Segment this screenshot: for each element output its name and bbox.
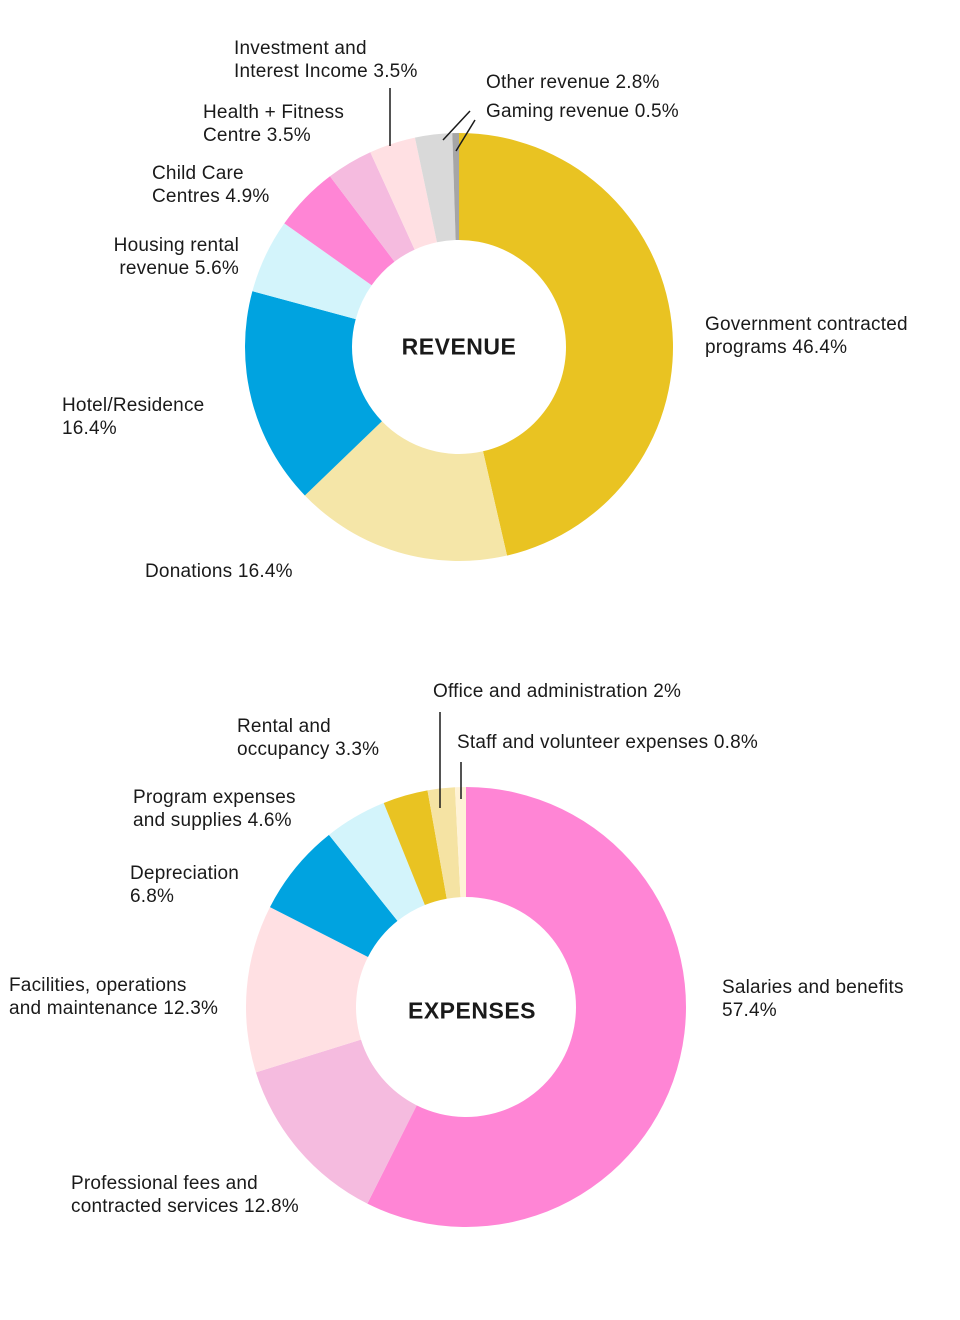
donut-slice-investment-and-interest-income [370,137,437,250]
slice-label: Office and administration 2% [433,681,682,702]
slice-label: Government contracted programs 46.4% [705,314,908,358]
slice-label: Other revenue 2.8% [486,72,660,93]
leader-line [442,110,471,141]
slice-label: Gaming revenue 0.5% [486,101,679,122]
donut-slice-salaries-and-benefits [367,787,686,1227]
donut-slice-donations [304,421,507,561]
donut-slice-health-fitness-centre [329,152,415,262]
donut-slice-other-revenue [414,133,456,243]
donut-slice-housing-rental-revenue [252,223,372,320]
slice-label: Program expenses and supplies 4.6% [133,787,296,831]
slice-label: Rental and occupancy 3.3% [237,716,380,760]
donut-slice-staff-and-volunteer-expenses [454,787,466,898]
slice-label: Depreciation 6.8% [130,863,240,907]
donut-slice-office-and-administration [427,787,461,899]
donut-slice-child-care-centres [284,176,395,286]
donut-slice-hotel-residence [244,291,382,496]
donut-slice-professional-fees-and-contracted-services [255,1039,417,1204]
donut-slice-program-expenses-and-supplies [328,802,425,921]
slice-label: Child Care Centres 4.9% [152,163,270,207]
donut-slice-rental-and-occupancy [383,790,447,905]
donut-center-title: REVENUE [401,333,517,360]
slice-label: Health + Fitness Centre 3.5% [203,102,345,146]
donut-center-title: EXPENSES [408,997,536,1024]
slice-label: Housing rental revenue 5.6% [113,235,239,279]
donut-slice-facilities-operations-and-maintenance [245,907,368,1073]
donut-slice-depreciation [269,834,398,958]
donut-slice-government-contracted-programs [459,133,674,556]
slice-label: Salaries and benefits 57.4% [722,977,904,1021]
slice-label: Donations 16.4% [145,561,293,582]
slice-label: Hotel/Residence 16.4% [62,395,205,439]
leader-line [455,119,476,152]
slice-label: Professional fees and contracted service… [71,1173,299,1217]
slice-label: Investment and Interest Income 3.5% [234,38,418,82]
slice-label: Staff and volunteer expenses 0.8% [457,732,758,753]
donut-slice-gaming-revenue [452,133,459,241]
slice-label: Facilities, operations and maintenance 1… [9,975,219,1019]
